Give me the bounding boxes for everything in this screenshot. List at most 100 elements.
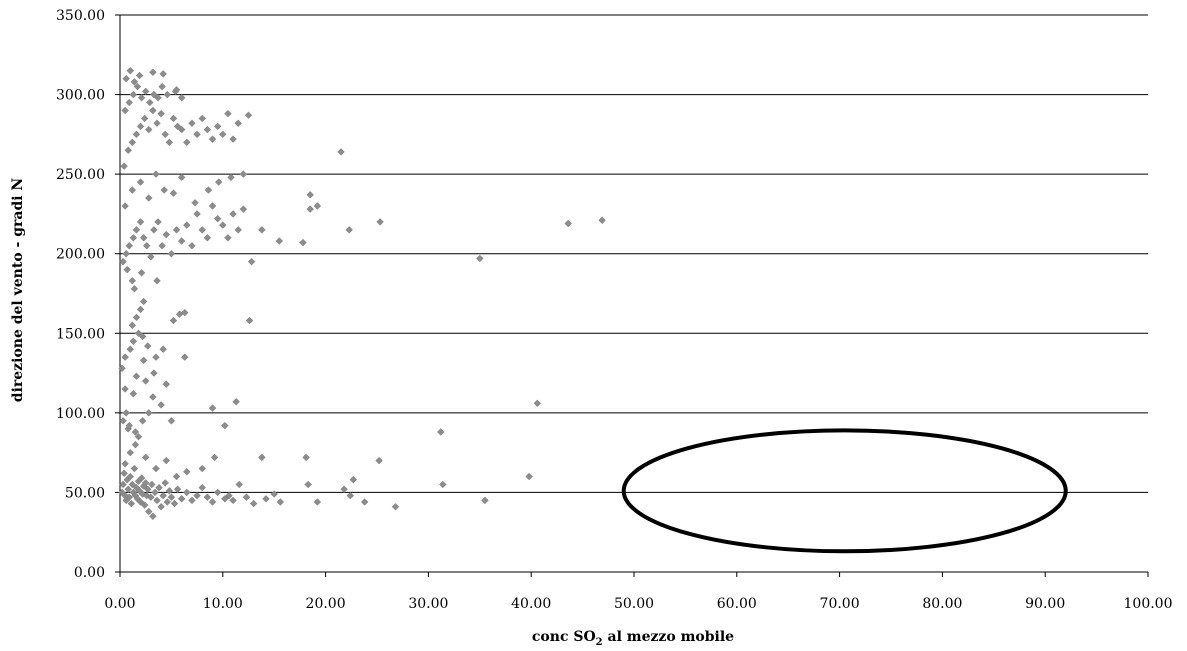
data-point [177, 495, 186, 503]
data-point [177, 173, 186, 182]
y-tick-label: 0.00 [74, 565, 105, 581]
data-point [340, 485, 348, 493]
data-point [126, 345, 135, 353]
data-point [245, 316, 254, 325]
data-point [183, 467, 191, 476]
data-point [144, 485, 152, 493]
data-point [119, 417, 127, 425]
data-point [224, 234, 232, 242]
data-point [129, 234, 138, 242]
data-point [198, 483, 206, 492]
data-point [304, 480, 312, 489]
data-point [219, 130, 227, 139]
data-point [313, 202, 322, 210]
data-point [247, 257, 256, 266]
data-point [137, 474, 146, 482]
data-point [138, 332, 147, 341]
data-point [157, 401, 165, 409]
data-point [481, 496, 489, 505]
data-point [170, 499, 179, 508]
x-axis-title-subscript: 2 [596, 637, 603, 648]
data-point [306, 191, 314, 199]
data-point [181, 308, 189, 317]
data-point [139, 356, 148, 365]
data-point [137, 269, 146, 277]
y-tick-labels: 0.00 50.00 100.00 150.00 200.00 250.00 300.00 3… [56, 8, 105, 581]
data-points [118, 66, 606, 521]
data-point [183, 138, 191, 147]
data-point [159, 70, 167, 78]
data-point [152, 464, 160, 473]
data-point [188, 119, 196, 127]
data-point [127, 499, 136, 508]
data-point [208, 135, 217, 143]
data-point [152, 353, 160, 361]
data-point [162, 230, 171, 239]
data-point [145, 507, 153, 516]
data-point [136, 178, 145, 186]
data-point [345, 226, 353, 234]
data-point [145, 409, 153, 417]
data-point [129, 337, 138, 345]
data-point [564, 219, 572, 228]
data-point [193, 130, 201, 139]
data-point [141, 377, 150, 385]
data-point [132, 372, 141, 381]
data-point [134, 329, 143, 338]
data-point [360, 498, 369, 506]
data-point [219, 221, 227, 229]
data-point [214, 178, 223, 186]
data-point [130, 284, 139, 293]
data-point [213, 214, 222, 223]
data-point [121, 353, 129, 361]
data-point [235, 480, 244, 489]
data-point [129, 90, 138, 99]
data-point [149, 512, 157, 521]
data-point [147, 493, 155, 501]
data-point [137, 94, 146, 102]
data-point [149, 68, 157, 77]
data-point [244, 111, 253, 120]
data-point [161, 130, 169, 139]
data-point [136, 305, 145, 314]
data-point [172, 86, 181, 94]
data-point [134, 432, 143, 441]
data-point [153, 277, 161, 285]
data-point [142, 242, 151, 250]
data-point [136, 498, 145, 506]
data-point [145, 125, 153, 134]
data-point [188, 242, 196, 250]
data-point [118, 364, 126, 373]
data-point [258, 226, 266, 234]
data-point [121, 202, 129, 210]
data-point [145, 194, 153, 202]
data-point [130, 78, 139, 86]
data-point [221, 495, 229, 503]
x-tick-label: 50.00 [614, 596, 654, 612]
data-point [132, 226, 141, 234]
data-point [122, 249, 130, 258]
data-point [120, 162, 128, 170]
data-point [162, 380, 171, 388]
data-point [375, 456, 383, 465]
data-point [165, 138, 174, 147]
data-point [124, 485, 132, 493]
data-point [131, 440, 140, 449]
data-point [157, 109, 165, 118]
data-point [208, 498, 217, 506]
data-point [232, 397, 240, 406]
data-point [144, 342, 152, 350]
data-point [140, 114, 149, 123]
data-point [150, 369, 158, 377]
data-point [148, 480, 156, 489]
data-point [234, 226, 242, 234]
data-point [203, 234, 212, 242]
y-tick-label: 250.00 [56, 167, 105, 183]
data-point [139, 297, 148, 306]
x-tick-label: 70.00 [820, 596, 860, 612]
data-point [203, 125, 212, 134]
x-axis-title-suffix: al mezzo mobile [603, 629, 735, 645]
data-point [229, 210, 237, 218]
data-point [258, 453, 266, 462]
data-point [177, 125, 186, 134]
